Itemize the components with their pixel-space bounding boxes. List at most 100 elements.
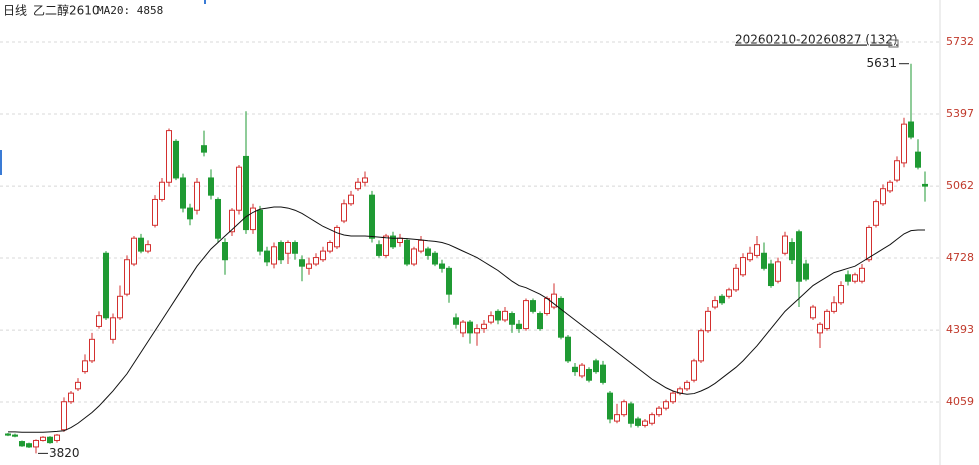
candle-body bbox=[474, 328, 480, 334]
candle-body bbox=[299, 259, 305, 267]
range-label[interactable]: 20260210-20260827 (132) bbox=[735, 33, 898, 47]
candle-body bbox=[306, 263, 312, 269]
indicator: MA20: 4858 bbox=[97, 4, 163, 17]
candle-body bbox=[768, 263, 774, 287]
candle-body bbox=[852, 274, 858, 282]
candle-body bbox=[719, 295, 725, 304]
candle-body bbox=[215, 198, 221, 239]
y-tick-label: 4059 bbox=[946, 395, 974, 408]
candle-body bbox=[684, 381, 690, 390]
candle-body bbox=[698, 330, 704, 362]
candle-body bbox=[866, 226, 872, 261]
candle-body bbox=[817, 323, 823, 334]
candle-body bbox=[460, 321, 466, 334]
candle-body bbox=[712, 300, 718, 308]
candle-body bbox=[544, 297, 550, 315]
candle-body bbox=[901, 123, 907, 164]
candle-body bbox=[54, 434, 60, 441]
candle-body bbox=[663, 401, 669, 409]
candle-body bbox=[19, 441, 25, 447]
candle-body bbox=[691, 360, 697, 381]
candle-body bbox=[208, 177, 214, 196]
candle-body bbox=[96, 315, 102, 327]
candle-body bbox=[747, 252, 753, 261]
candle-body bbox=[103, 252, 109, 319]
candle-body bbox=[68, 392, 74, 403]
candle-body bbox=[362, 177, 368, 183]
candle-body bbox=[159, 181, 165, 200]
candle-body bbox=[61, 401, 67, 431]
candle-body bbox=[516, 323, 522, 330]
y-tick-label: 4728 bbox=[946, 251, 974, 264]
min-label: 3820 bbox=[49, 446, 80, 460]
candle-body bbox=[257, 209, 263, 252]
candle-body bbox=[593, 360, 599, 373]
candle-body bbox=[334, 226, 340, 248]
candle-body bbox=[376, 244, 382, 256]
candle-body bbox=[838, 285, 844, 304]
candle-body bbox=[509, 313, 515, 325]
candle-body bbox=[236, 166, 242, 211]
candle-body bbox=[82, 360, 88, 373]
candle-body bbox=[369, 194, 375, 239]
candle-body bbox=[180, 177, 186, 209]
candle-body bbox=[453, 317, 459, 325]
lock-icon bbox=[888, 35, 899, 48]
candle-body bbox=[789, 242, 795, 261]
candle-body bbox=[642, 420, 648, 426]
candle-body bbox=[75, 381, 81, 390]
candle-body bbox=[502, 310, 508, 321]
candle-body bbox=[243, 155, 249, 231]
candle-body bbox=[418, 239, 424, 252]
candle-body bbox=[845, 274, 851, 282]
candle-body bbox=[796, 231, 802, 282]
candle-body bbox=[551, 293, 557, 308]
candle-body bbox=[803, 263, 809, 280]
candle-body bbox=[285, 242, 291, 254]
candle-body bbox=[166, 130, 172, 183]
candle-body bbox=[754, 244, 760, 256]
candle-body bbox=[782, 235, 788, 254]
y-tick-label: 4393 bbox=[946, 323, 974, 336]
y-tick-label: 5062 bbox=[946, 179, 974, 192]
candle-body bbox=[117, 295, 123, 319]
candle-body bbox=[40, 436, 46, 441]
y-tick-label: 5732 bbox=[946, 35, 974, 48]
candle-body bbox=[173, 140, 179, 179]
candle-body bbox=[495, 310, 501, 321]
candle-body bbox=[404, 239, 410, 265]
candle-body bbox=[614, 414, 620, 422]
candle-body bbox=[313, 257, 319, 265]
candle-body bbox=[740, 257, 746, 276]
candle-body bbox=[292, 242, 298, 254]
candle-body bbox=[922, 183, 928, 187]
candle-body bbox=[733, 267, 739, 291]
max-label: 5631 bbox=[866, 56, 897, 70]
candle-body bbox=[467, 321, 473, 334]
candle-body bbox=[5, 433, 11, 436]
candle-body bbox=[705, 310, 711, 332]
candle-body bbox=[530, 300, 536, 312]
candle-body bbox=[915, 151, 921, 168]
candle-body bbox=[523, 300, 529, 330]
candle-body bbox=[390, 235, 396, 248]
candle-body bbox=[859, 267, 865, 282]
candle-body bbox=[628, 403, 634, 424]
candle-body bbox=[222, 242, 228, 261]
candle-body bbox=[894, 160, 900, 181]
candle-body bbox=[439, 263, 445, 269]
candle-body bbox=[397, 237, 403, 244]
candle-body bbox=[880, 188, 886, 205]
period: 日线 bbox=[3, 4, 27, 18]
candle-body bbox=[47, 436, 53, 444]
candle-body bbox=[446, 267, 452, 295]
candle-body bbox=[656, 407, 662, 416]
candle-body bbox=[887, 181, 893, 192]
candle-body bbox=[383, 235, 389, 256]
candle-body bbox=[908, 121, 914, 138]
candle-body bbox=[348, 194, 354, 205]
candle-body bbox=[649, 414, 655, 424]
candle-body bbox=[201, 145, 207, 153]
